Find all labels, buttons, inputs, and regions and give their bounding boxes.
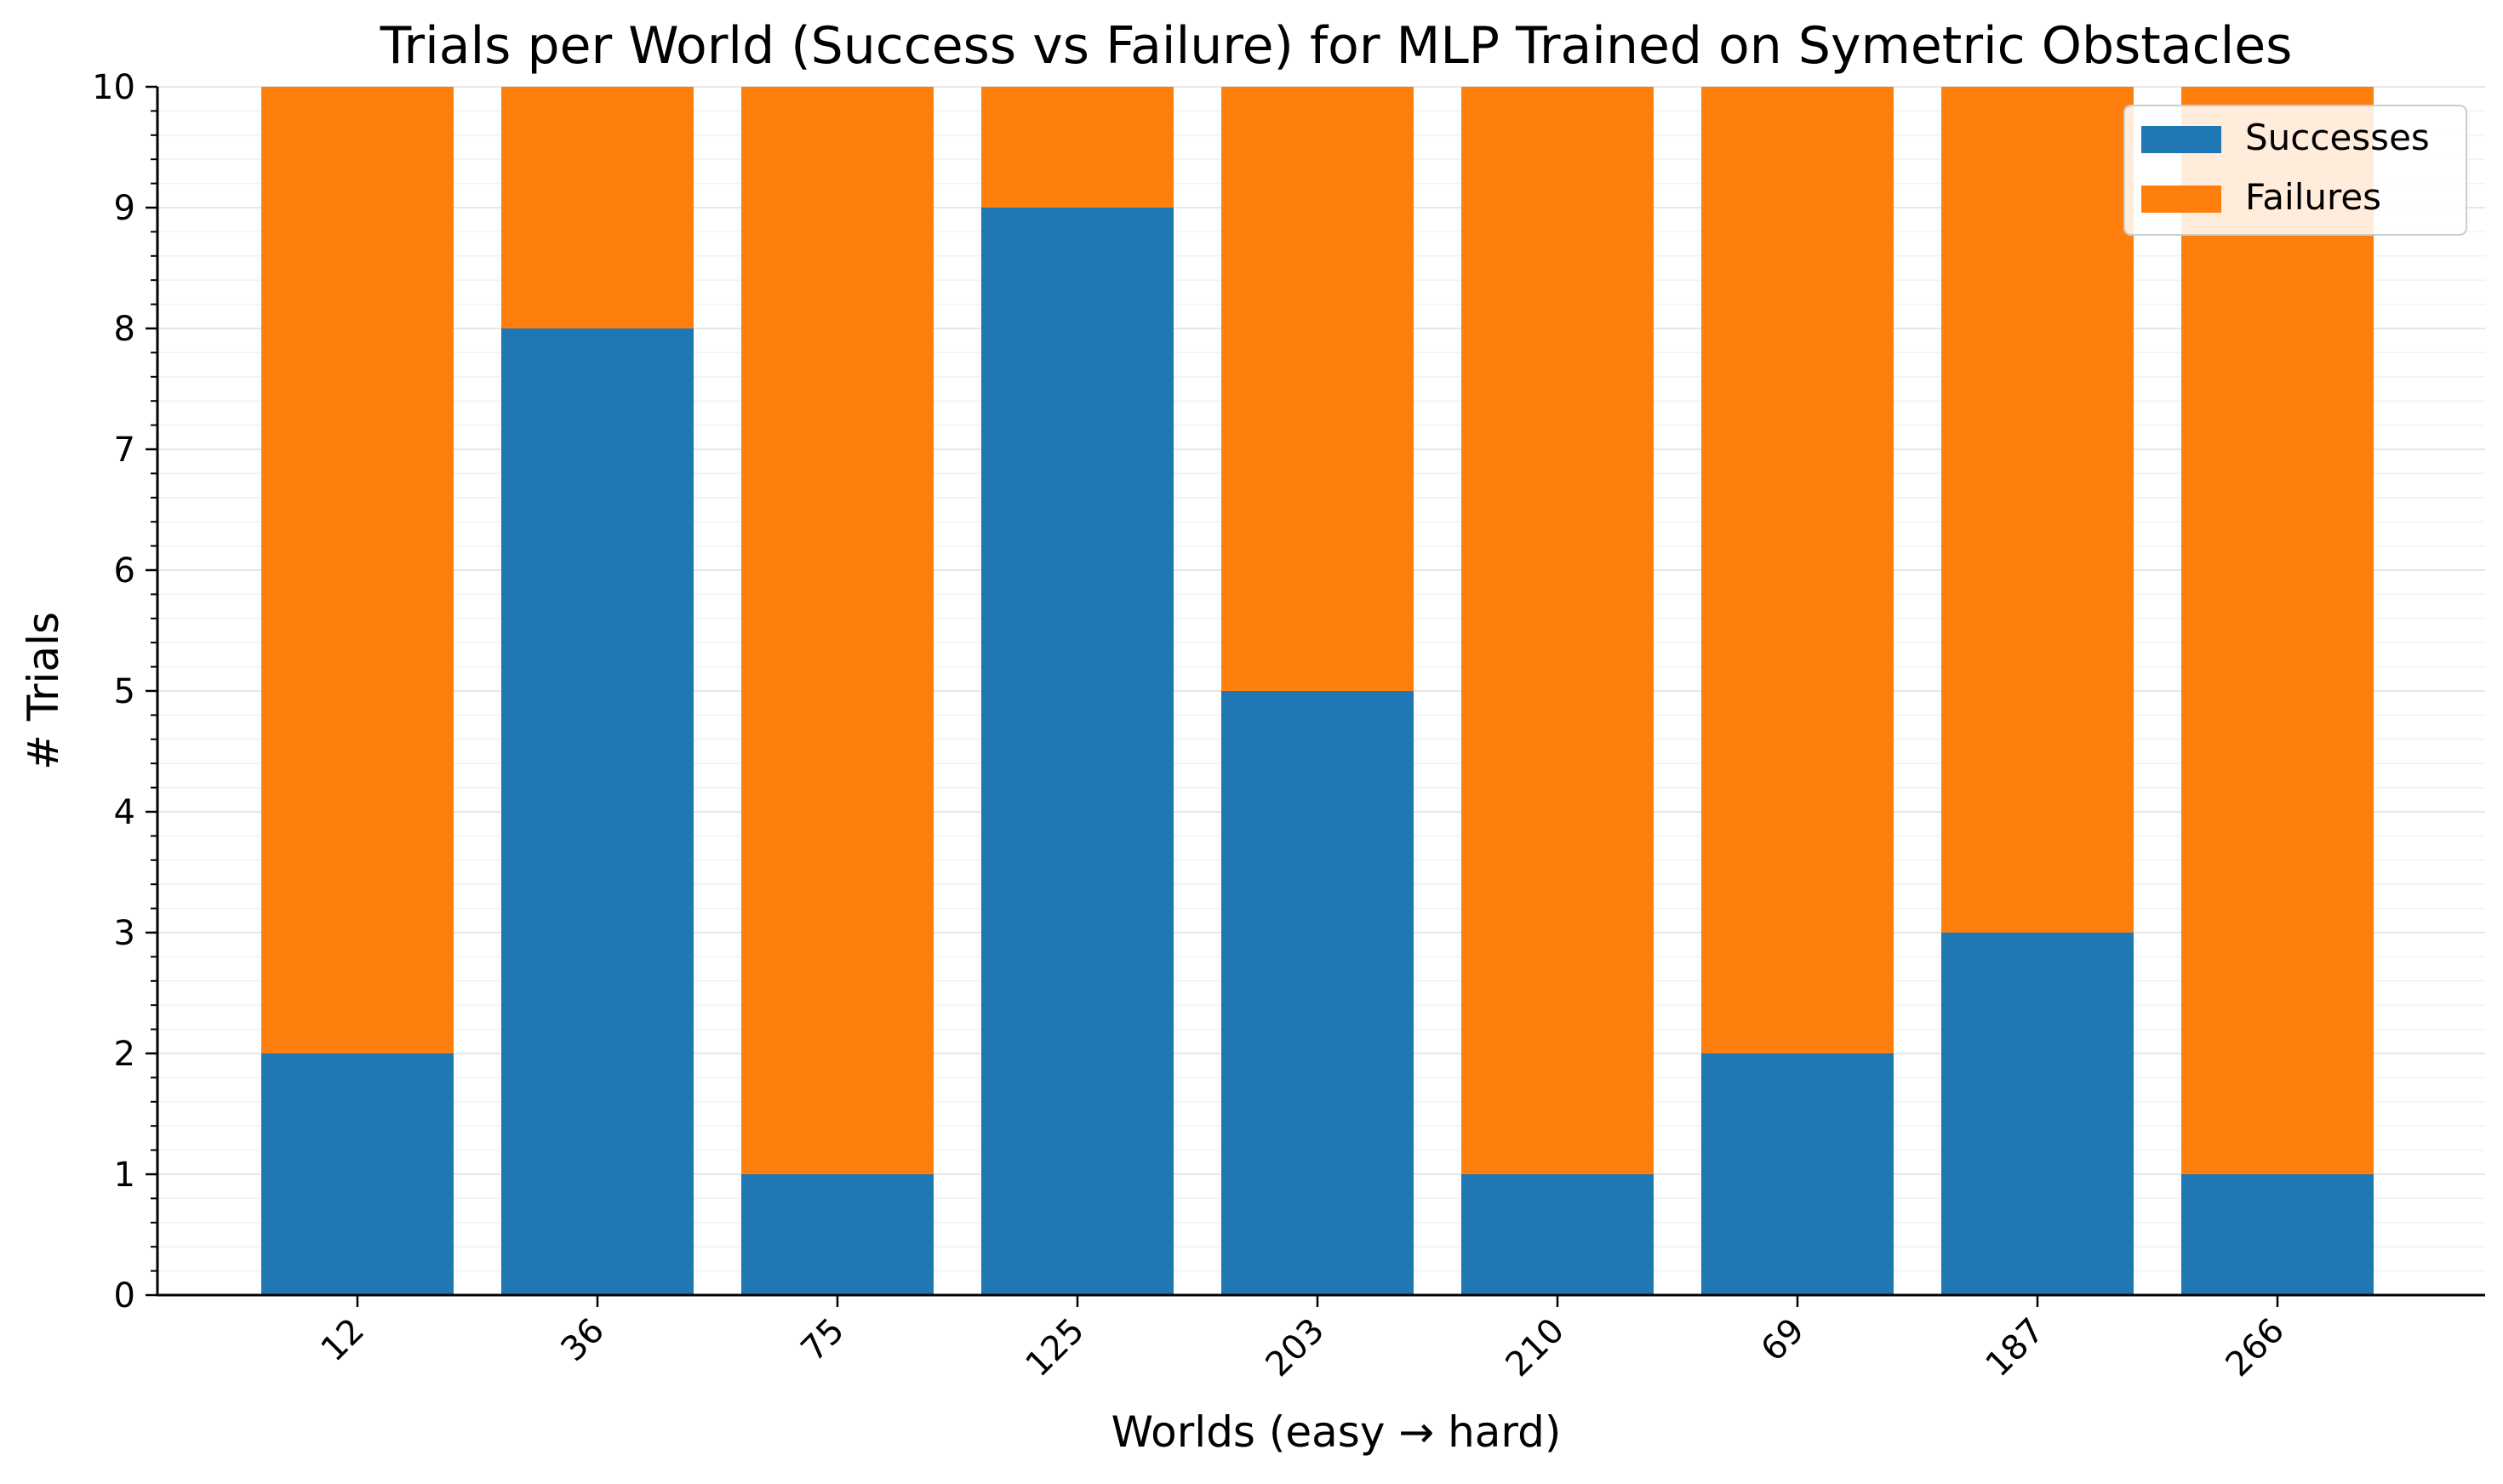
- legend: Successes Failures: [2123, 105, 2467, 236]
- chart-title: Trials per World (Success vs Failure) fo…: [380, 16, 2293, 76]
- bar-successes-210: [1461, 1174, 1654, 1295]
- bar-successes-12: [261, 1053, 454, 1295]
- x-tick-label: 187: [1979, 1311, 2053, 1385]
- legend-swatch-failures: [2141, 186, 2221, 213]
- x-axis-ticks: 12 36 75 125 203 210 69 187 266: [314, 1295, 2293, 1385]
- y-tick-label: 7: [114, 431, 135, 470]
- bar-failures-187: [1941, 87, 2134, 933]
- bar-successes-125: [981, 208, 1174, 1295]
- bar-successes-266: [2181, 1174, 2374, 1295]
- bars: [261, 87, 2374, 1295]
- y-tick-label: 8: [114, 310, 135, 349]
- bar-successes-203: [1221, 691, 1414, 1295]
- bar-failures-12: [261, 87, 454, 1053]
- bar-failures-210: [1461, 87, 1654, 1174]
- x-tick-label: 203: [1259, 1311, 1333, 1385]
- y-tick-label: 9: [114, 189, 135, 228]
- bar-failures-36: [501, 87, 694, 328]
- legend-swatch-successes: [2141, 126, 2221, 153]
- y-tick-label: 3: [114, 914, 135, 953]
- x-tick-label: 210: [1499, 1311, 1573, 1385]
- legend-label-failures: Failures: [2245, 176, 2381, 218]
- y-tick-label: 1: [114, 1156, 135, 1195]
- bar-failures-69: [1701, 87, 1894, 1053]
- x-tick-label: 125: [1019, 1311, 1093, 1385]
- y-tick-label: 0: [114, 1276, 135, 1316]
- x-tick-label: 75: [794, 1311, 853, 1370]
- bar-successes-187: [1941, 933, 2134, 1295]
- bar-failures-203: [1221, 87, 1414, 691]
- x-axis-title: Worlds (easy → hard): [1111, 1407, 1562, 1457]
- y-axis-ticks: 0 1 2 3 4 5 6 7 8 9 10: [92, 68, 157, 1316]
- x-tick-label: 266: [2219, 1311, 2293, 1385]
- x-tick-label: 36: [554, 1311, 613, 1370]
- y-tick-label: 2: [114, 1035, 135, 1074]
- bar-successes-36: [501, 328, 694, 1295]
- y-tick-label: 5: [114, 672, 135, 711]
- bar-successes-75: [741, 1174, 934, 1295]
- bar-successes-69: [1701, 1053, 1894, 1295]
- x-tick-label: 69: [1754, 1311, 1813, 1370]
- bar-failures-266: [2181, 87, 2374, 1174]
- bar-failures-125: [981, 87, 1174, 208]
- y-tick-label: 6: [114, 551, 135, 591]
- y-tick-label: 4: [114, 793, 135, 832]
- y-axis-title: # Trials: [19, 612, 68, 770]
- y-tick-label: 10: [92, 68, 135, 107]
- legend-label-successes: Successes: [2245, 117, 2430, 158]
- x-tick-label: 12: [314, 1311, 373, 1370]
- bar-failures-75: [741, 87, 934, 1174]
